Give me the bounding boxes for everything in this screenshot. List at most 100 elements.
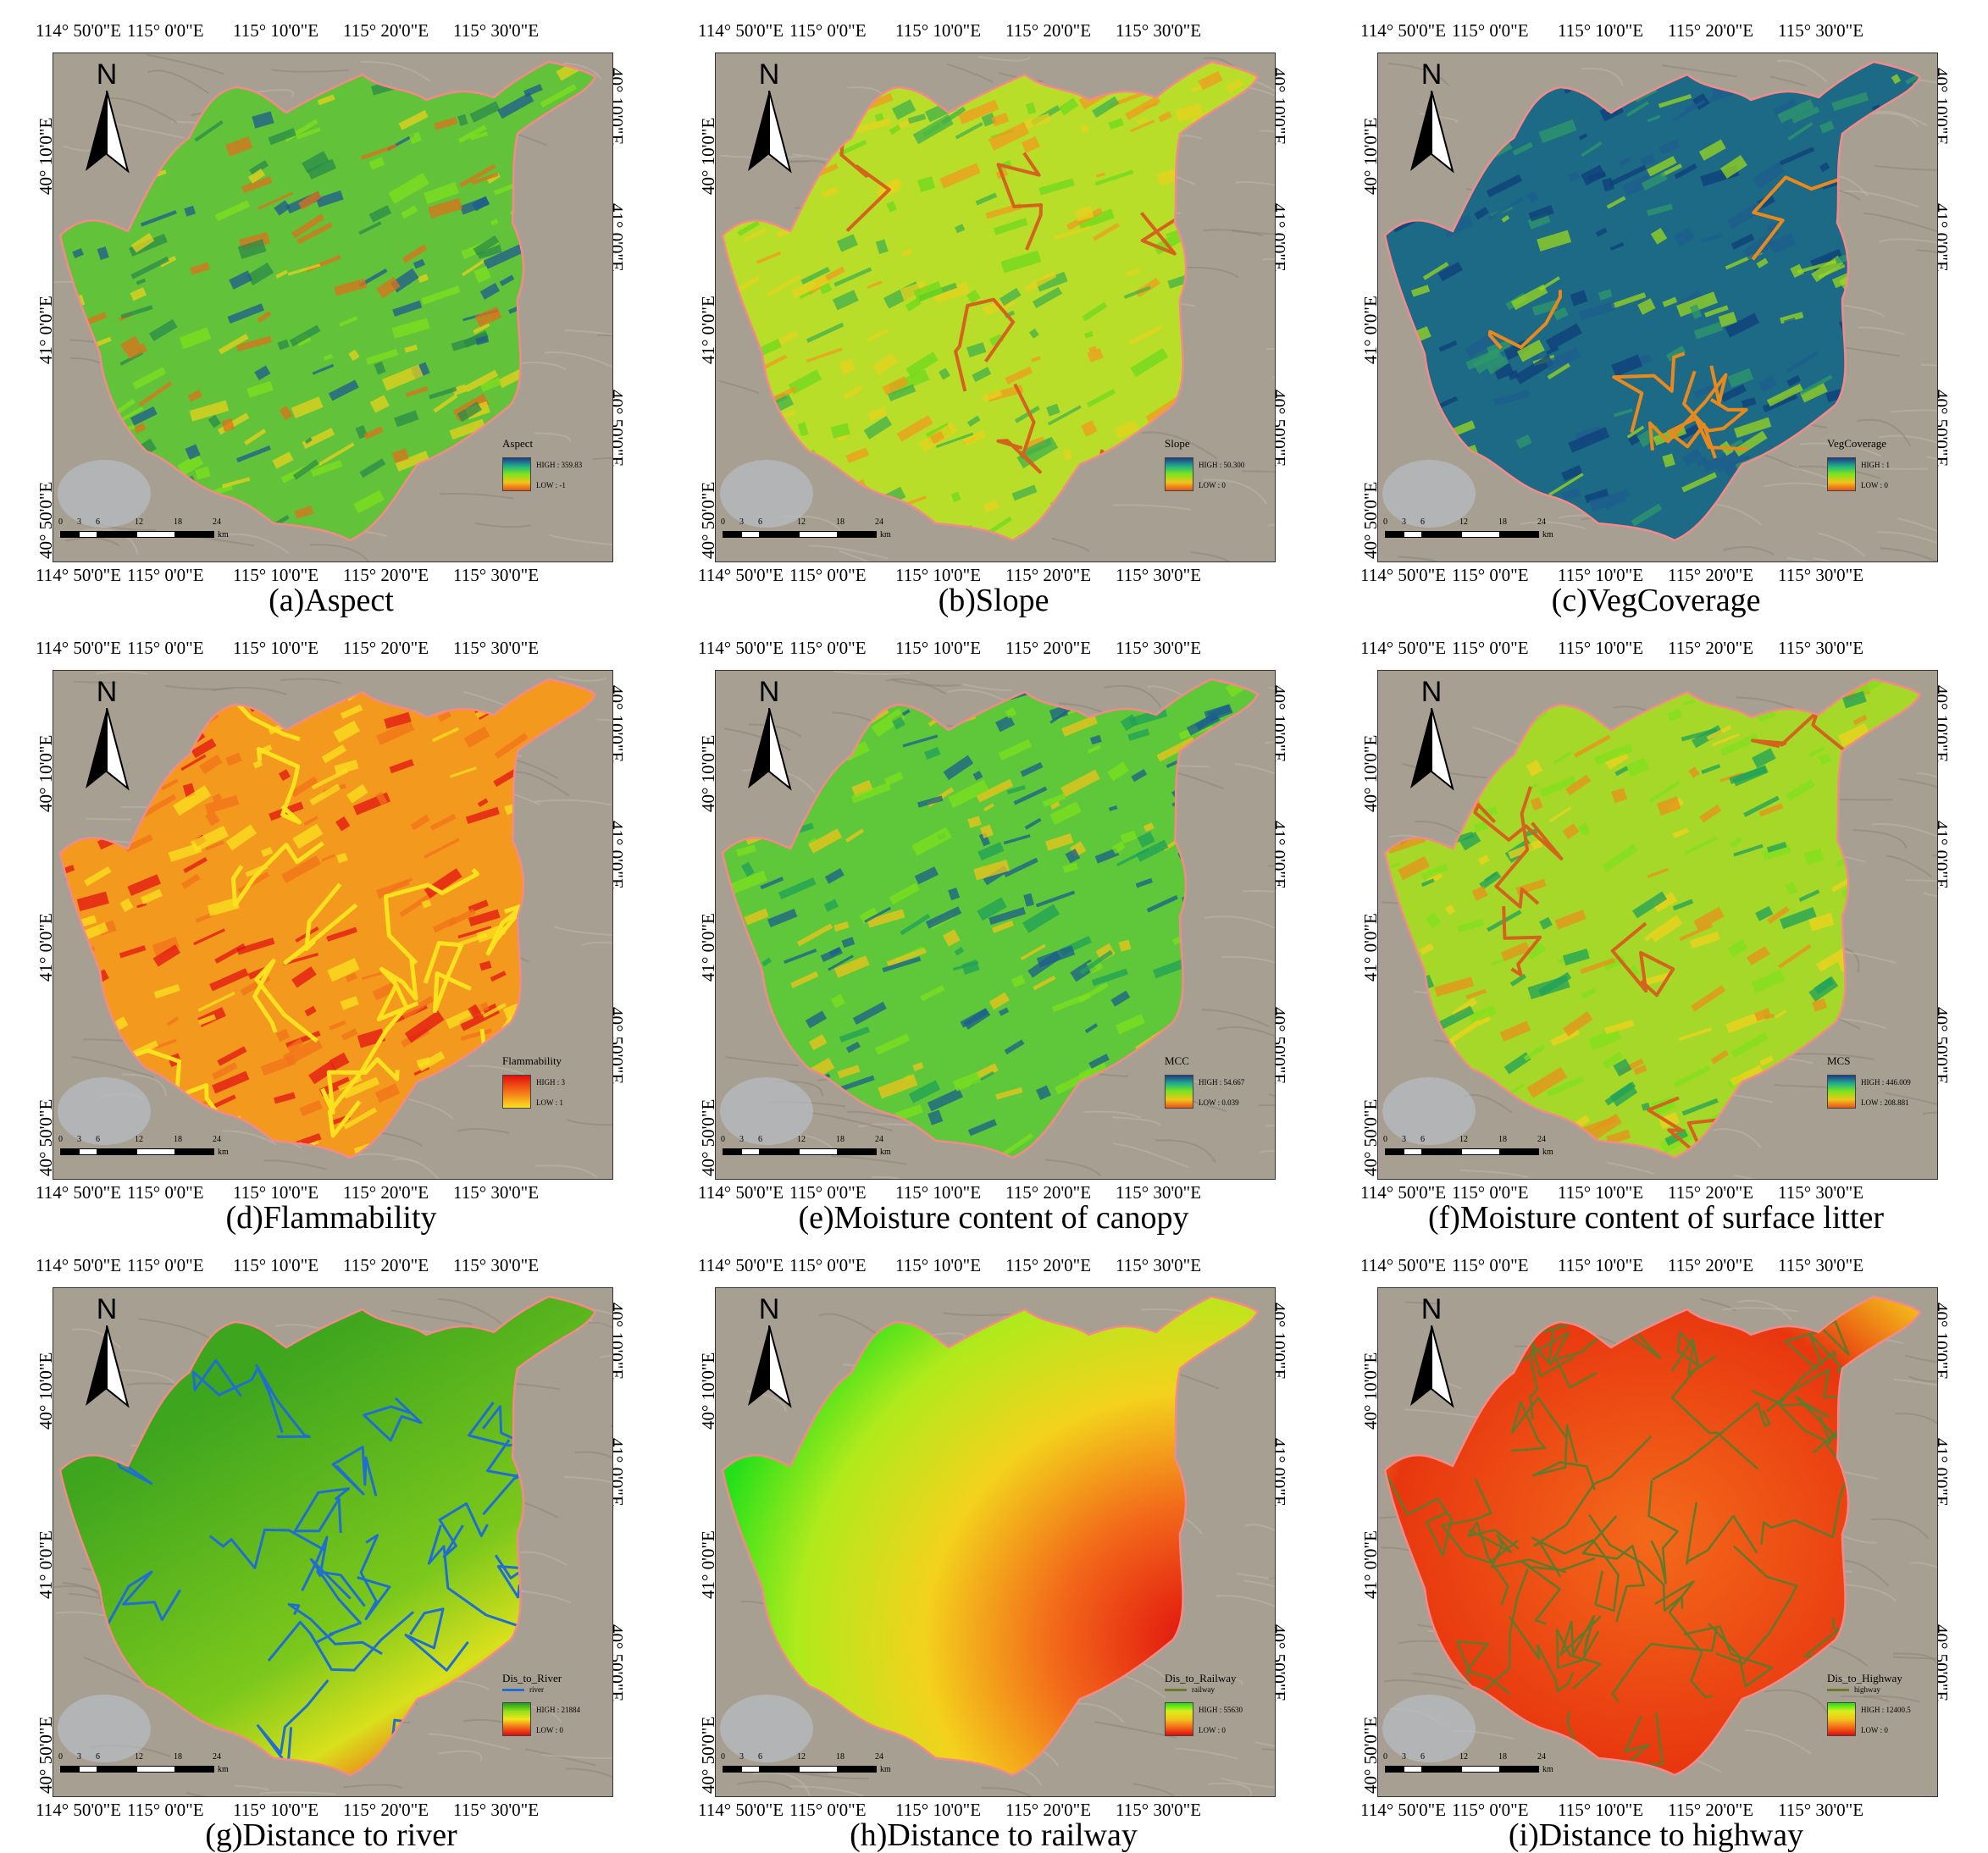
terrain-ridge	[1236, 1573, 1275, 1580]
longitude-tick-bottom: 115° 0'0"E	[1452, 565, 1529, 585]
scale-bar-number: 24	[213, 517, 221, 527]
map-frame: N Slope HIGH : 50.300 LOW : 0 0 3 6 12 18 24 km	[715, 53, 1276, 562]
terrain-ridge	[1880, 547, 1936, 561]
urban-area	[720, 460, 813, 528]
longitude-tick-bottom: 115° 30'0"E	[453, 1800, 540, 1820]
scale-bar-number: 12	[1459, 1752, 1468, 1762]
panel-caption: (c)VegCoverage	[1551, 583, 1761, 618]
terrain-ridge	[557, 675, 607, 682]
scale-bar-number: 0	[721, 517, 725, 527]
scale-bar-number: 3	[1402, 1752, 1406, 1762]
scale-bar-segment	[136, 531, 175, 538]
legend-color-ramp	[1827, 1702, 1856, 1736]
north-arrow: N	[744, 678, 795, 796]
terrain-ridge	[1243, 1579, 1275, 1588]
terrain-ridge	[581, 941, 612, 946]
terrain-ridge	[1870, 1518, 1930, 1540]
scale-bar-unit: km	[218, 1148, 229, 1157]
map-legend: Flammability HIGH : 3 LOW : 1	[502, 1054, 608, 1173]
terrain-ridge	[1208, 1782, 1252, 1796]
terrain-ridge	[65, 537, 120, 547]
terrain-ridge	[564, 329, 612, 336]
legend-line-symbol	[502, 1689, 524, 1691]
longitude-tick-bottom: 115° 20'0"E	[1005, 1800, 1092, 1820]
scale-bar-segment	[175, 1766, 214, 1773]
scale-bar-number: 24	[875, 1135, 883, 1144]
terrain-ridge	[1894, 1378, 1937, 1386]
scale-bar-number: 12	[797, 517, 806, 527]
scale-bar-segment	[741, 1148, 760, 1155]
scale-bar-number: 24	[875, 1752, 883, 1762]
terrain-ridge	[831, 1155, 907, 1165]
terrain-ridge	[1155, 1139, 1216, 1164]
longitude-tick-top: 115° 30'0"E	[453, 20, 540, 41]
scale-bar-unit: km	[218, 1765, 229, 1774]
terrain-ridge	[1856, 418, 1912, 447]
legend-low-label: LOW : 1	[536, 1098, 563, 1107]
terrain-ridge	[1190, 550, 1230, 561]
scale-bar-segment	[799, 531, 838, 538]
longitude-tick-top: 114° 50'0"E	[1360, 20, 1447, 41]
longitude-tick-top: 115° 0'0"E	[789, 1255, 867, 1275]
terrain-ridge	[1722, 545, 1775, 556]
terrain-ridge	[1895, 1413, 1937, 1424]
north-arrow: N	[81, 60, 132, 179]
terrain-ridge	[839, 550, 871, 561]
terrain-ridge	[234, 1784, 269, 1791]
scale-bar-segment	[1461, 1766, 1500, 1773]
legend-low-label: LOW : -1	[536, 481, 566, 490]
scale-bar-number: 12	[135, 1752, 143, 1762]
terrain-ridge	[1268, 1093, 1275, 1098]
scale-bar-segment	[79, 1148, 97, 1155]
terrain-ridge	[220, 533, 290, 555]
scale-bar-number: 3	[1402, 517, 1406, 527]
scale-bar-number: 0	[58, 517, 63, 527]
map-frame: N MCC HIGH : 54.667 LOW : 0.039 0 3 6 12 18 24 km	[715, 670, 1276, 1180]
north-arrow: N	[81, 1295, 132, 1413]
urban-area	[720, 1077, 813, 1145]
legend-color-ramp	[502, 457, 531, 491]
terrain-ridge	[890, 678, 961, 687]
scale-bar-segment	[1461, 531, 1500, 538]
scale-bar-segment	[1422, 1148, 1461, 1155]
north-arrow-label: N	[96, 1293, 118, 1325]
map-panel-e: 114° 50'0"E 114° 50'0"E 115° 0'0"E 115° 0'0…	[662, 617, 1325, 1235]
network-lines	[1473, 710, 1856, 1158]
legend-low-label: LOW : 0	[536, 1726, 563, 1734]
scale-bar-number: 24	[1537, 1752, 1546, 1762]
longitude-tick-top: 115° 10'0"E	[1558, 1255, 1644, 1275]
legend-high-label: HIGH : 21884	[536, 1706, 580, 1714]
terrain-ridge	[271, 69, 349, 73]
terrain-ridge	[360, 61, 431, 82]
terrain-ridge	[1863, 1695, 1920, 1703]
terrain-ridge	[818, 1313, 883, 1338]
scale-bar-segment	[1500, 1148, 1539, 1155]
scale-bar-number: 0	[58, 1135, 63, 1144]
terrain-ridge	[74, 680, 118, 684]
terrain-ridge	[138, 1318, 210, 1340]
legend-line-label: highway	[1854, 1685, 1880, 1694]
legend-color-ramp	[1165, 1702, 1193, 1736]
longitude-tick-top: 114° 50'0"E	[1360, 1255, 1447, 1275]
scale-bar-number: 6	[1420, 1752, 1425, 1762]
legend-title: Slope	[1165, 437, 1190, 450]
study-area-boundary	[58, 1295, 597, 1777]
terrain-ridge	[1242, 890, 1275, 893]
panel-caption: (f)Moisture content of surface litter	[1427, 1200, 1885, 1236]
terrain-ridge	[1132, 1783, 1175, 1796]
longitude-tick-bottom: 115° 10'0"E	[895, 1182, 982, 1203]
north-arrow: N	[81, 678, 132, 796]
legend-low-label: LOW : 0	[1861, 481, 1888, 490]
map-legend: Slope HIGH : 50.300 LOW : 0	[1165, 437, 1271, 556]
longitude-tick-bottom: 115° 10'0"E	[233, 1182, 319, 1203]
map-frame: N Flammability HIGH : 3 LOW : 1 0 3 6 12 18 24 km	[53, 670, 613, 1180]
north-arrow-icon	[86, 1325, 130, 1408]
longitude-tick-top: 115° 10'0"E	[233, 20, 319, 41]
terrain-ridge	[392, 1158, 440, 1179]
scale-bar-segment	[97, 1766, 136, 1773]
longitude-tick-top: 115° 10'0"E	[895, 20, 982, 41]
study-area-boundary	[721, 60, 1260, 542]
longitude-tick-bottom: 114° 50'0"E	[698, 565, 784, 585]
map-frame: N MCS HIGH : 446.009 LOW : 208.881 0 3 6 12 18 24…	[1377, 670, 1938, 1180]
terrain-ridge	[86, 817, 131, 821]
